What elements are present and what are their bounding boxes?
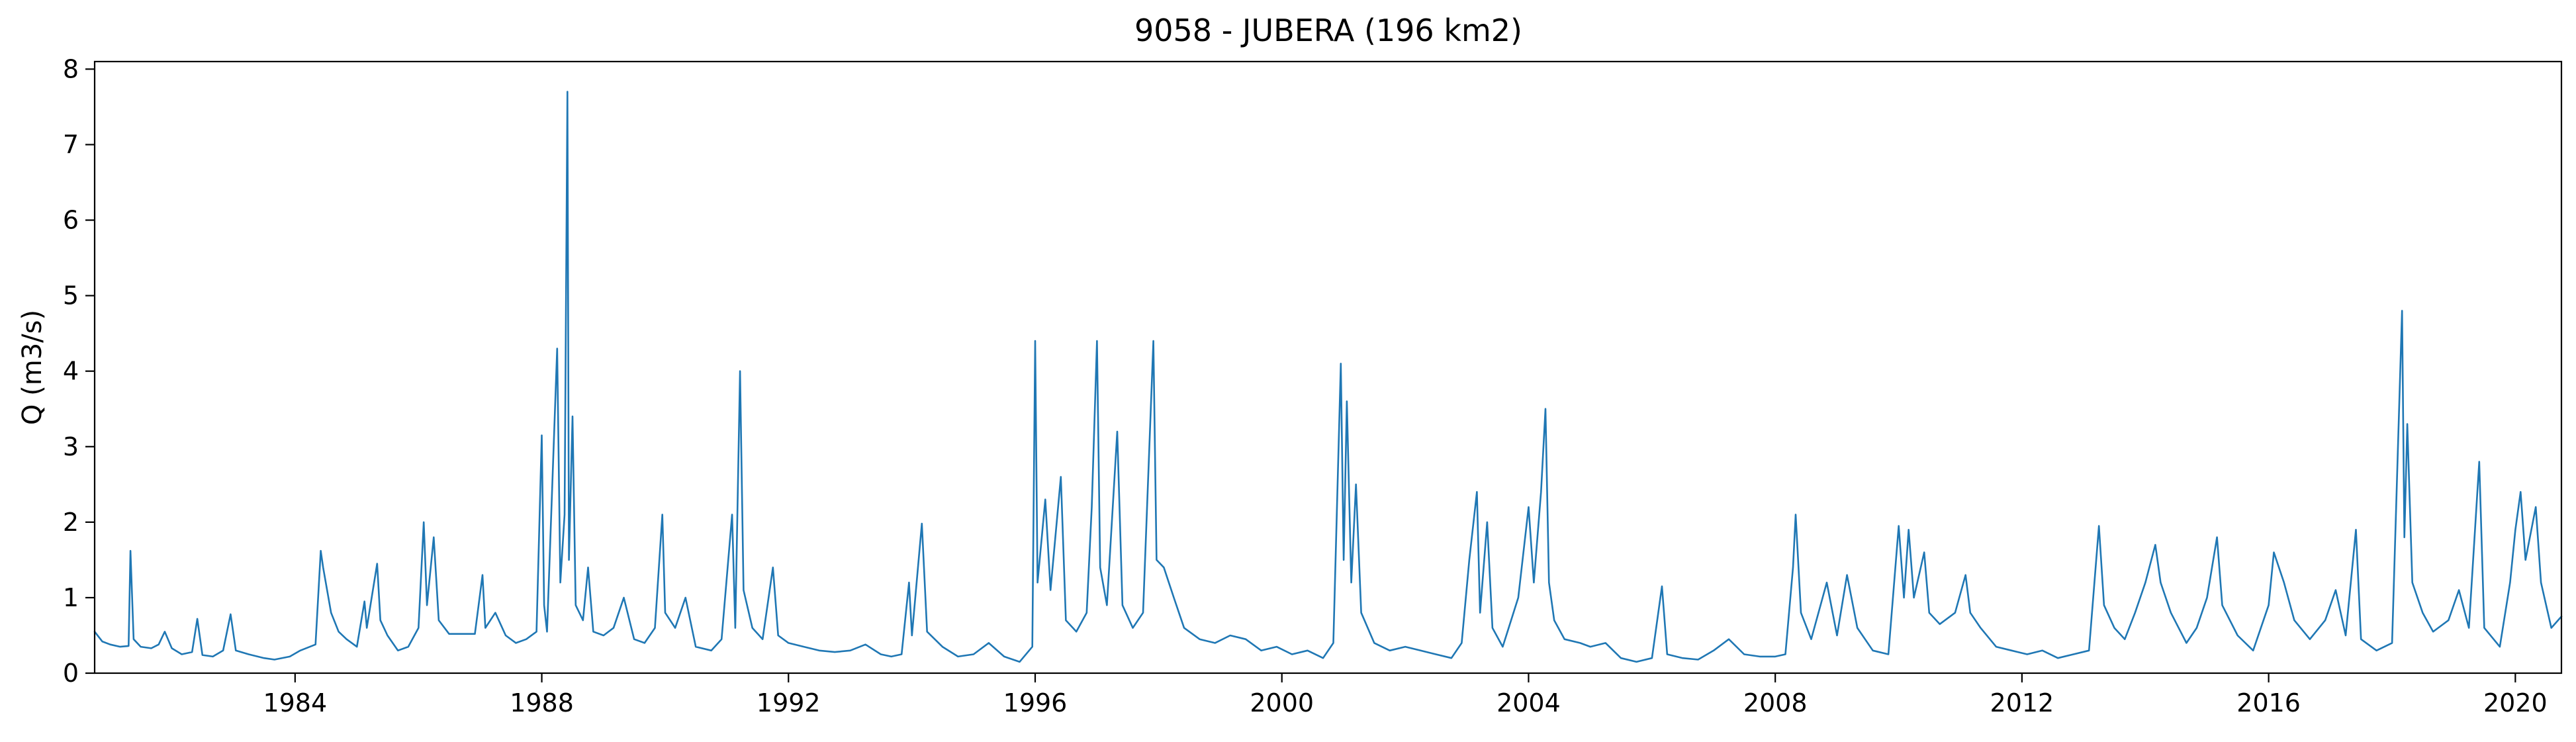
- x-tick-label: 1984: [263, 688, 327, 718]
- x-tick-label: 2000: [1250, 688, 1314, 718]
- y-tick-label: 1: [63, 583, 79, 612]
- y-tick-label: 3: [63, 432, 79, 461]
- y-tick-label: 4: [63, 357, 79, 386]
- x-tick-label: 1992: [757, 688, 821, 718]
- y-tick-label: 7: [63, 130, 79, 159]
- x-tick-label: 2004: [1496, 688, 1561, 718]
- x-tick-label: 2008: [1743, 688, 1808, 718]
- chart-title: 9058 - JUBERA (196 km2): [1134, 13, 1522, 48]
- x-tick-label: 2016: [2236, 688, 2301, 718]
- x-tick-label: 2012: [1990, 688, 2054, 718]
- y-tick-label: 6: [63, 206, 79, 235]
- axes: 1984 1988 1992 1996 2000 2004 2008 2012 2016 2020…: [63, 54, 2563, 718]
- y-tick-label: 2: [63, 508, 79, 537]
- y-tick-label: 8: [63, 54, 79, 83]
- y-tick-label: 5: [63, 281, 79, 310]
- x-tick-label: 1988: [510, 688, 574, 718]
- plot-area: [93, 91, 2563, 663]
- y-axis-label: Q (m3/s): [17, 310, 48, 425]
- x-tick-label: 1996: [1003, 688, 1068, 718]
- y-tick-label: 0: [63, 659, 79, 688]
- x-tick-label: 2020: [2483, 688, 2548, 718]
- series-line-0: [93, 91, 2563, 663]
- axes-frame: [93, 60, 2563, 674]
